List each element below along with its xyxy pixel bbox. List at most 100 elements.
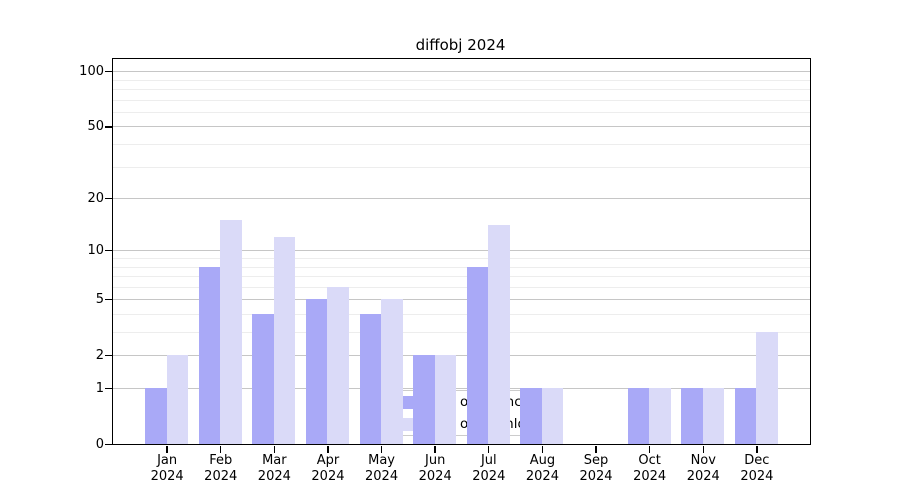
bar-downloads-mar (273, 236, 296, 444)
y-tick-5 (105, 299, 112, 301)
bar-distinct-ips-may (359, 314, 382, 444)
bar-downloads-apr (327, 286, 349, 444)
x-tick-nov (702, 446, 704, 453)
major-gridline-2 (113, 355, 810, 357)
x-tick-oct (648, 446, 651, 453)
minor-gridline-40 (113, 144, 810, 146)
bar-distinct-ips-nov (681, 388, 703, 444)
x-tick-label-apr: Apr 2024 (296, 453, 360, 485)
minor-gridline-70 (113, 99, 810, 101)
x-tick-month-oct: Oct (638, 452, 661, 468)
bar-downloads-may (381, 299, 403, 444)
minor-gridline-8 (113, 266, 810, 268)
y-tick-50 (105, 126, 112, 128)
minor-gridline-7 (113, 276, 810, 278)
bar-distinct-ips-oct (627, 388, 650, 444)
x-tick-month-jul: Jul (480, 452, 497, 468)
x-tick-year-apr: 2024 (311, 468, 345, 484)
bar-distinct-ips-apr (305, 299, 328, 444)
x-tick-mar (273, 446, 276, 453)
bar-downloads-dec (756, 332, 778, 444)
x-tick-month-aug: Aug (529, 452, 556, 468)
x-tick-year-oct: 2024 (633, 468, 667, 484)
minor-gridline-9 (113, 258, 810, 259)
minor-gridline-80 (113, 89, 810, 91)
y-tick-100 (105, 70, 112, 73)
x-tick-year-dec: 2024 (740, 468, 774, 484)
x-tick-label-sep: Sep 2024 (564, 453, 628, 485)
x-tick-year-feb: 2024 (204, 468, 238, 484)
y-tick-label-2: 2 (95, 348, 104, 364)
x-tick-month-sep: Sep (583, 452, 609, 468)
y-tick-1 (105, 387, 112, 390)
major-gridline-20 (113, 198, 810, 200)
major-gridline-100 (113, 71, 810, 73)
minor-gridline-60 (113, 111, 810, 113)
bar-downloads-nov (702, 388, 725, 444)
x-tick-label-oct: Oct 2024 (618, 453, 682, 485)
y-tick-label-0: 0 (95, 437, 104, 452)
x-tick-year-jan: 2024 (150, 468, 184, 484)
x-tick-label-mar: Mar 2024 (242, 453, 306, 485)
x-tick-label-jun: Jun 2024 (403, 453, 467, 485)
x-tick-sep (595, 446, 597, 453)
bar-distinct-ips-jun (413, 355, 435, 444)
major-gridline-50 (113, 126, 810, 128)
x-tick-jul (488, 446, 490, 453)
x-tick-may (380, 446, 383, 453)
major-gridline-10 (113, 250, 810, 252)
bar-distinct-ips-mar (252, 314, 274, 444)
x-tick-label-aug: Aug 2024 (510, 453, 574, 485)
x-tick-month-nov: Nov (690, 452, 716, 468)
y-tick-label-50: 50 (87, 119, 104, 135)
bar-downloads-jan (166, 355, 189, 444)
bar-distinct-ips-aug (520, 388, 542, 444)
major-gridline-5 (113, 299, 810, 301)
x-tick-label-feb: Feb 2024 (189, 453, 253, 485)
x-tick-month-apr: Apr (316, 452, 340, 468)
y-tick-label-100: 100 (79, 64, 104, 80)
x-tick-month-mar: Mar (262, 452, 287, 468)
y-tick-label-5: 5 (95, 292, 104, 308)
x-tick-year-aug: 2024 (525, 468, 559, 484)
bar-downloads-oct (649, 388, 671, 444)
x-tick-jun (434, 446, 436, 453)
bar-distinct-ips-jan (145, 388, 167, 444)
chart-title: diffobj 2024 (415, 36, 506, 54)
bar-downloads-jul (488, 225, 510, 444)
y-tick-20 (105, 197, 112, 200)
x-tick-year-jun: 2024 (418, 468, 452, 484)
x-tick-jan (166, 446, 168, 453)
bar-downloads-feb (220, 220, 242, 444)
x-tick-year-mar: 2024 (257, 468, 291, 484)
y-tick-label-10: 10 (87, 243, 104, 259)
minor-gridline-3 (113, 332, 810, 334)
y-tick-10 (105, 250, 112, 252)
x-tick-label-dec: Dec 2024 (725, 453, 789, 485)
y-tick-0 (105, 443, 112, 446)
minor-gridline-30 (113, 166, 810, 168)
x-tick-aug (541, 446, 544, 453)
y-tick-label-20: 20 (87, 191, 104, 207)
minor-gridline-90 (113, 79, 810, 81)
x-tick-month-jan: Jan (157, 452, 178, 468)
x-tick-label-jul: Jul 2024 (457, 453, 521, 485)
plot-area: Nb of distinct IPs Nb of downloads (112, 58, 811, 445)
bar-downloads-jun (434, 355, 457, 444)
y-tick-2 (105, 355, 112, 357)
bar-distinct-ips-dec (734, 388, 757, 444)
major-gridline-1 (113, 388, 810, 389)
x-tick-dec (756, 446, 758, 453)
x-tick-label-jan: Jan 2024 (135, 453, 199, 485)
bar-distinct-ips-feb (198, 266, 221, 444)
x-tick-year-sep: 2024 (579, 468, 613, 484)
x-tick-month-feb: Feb (209, 452, 233, 468)
x-tick-label-nov: Nov 2024 (671, 453, 735, 485)
minor-gridline-6 (113, 286, 810, 288)
x-tick-year-may: 2024 (365, 468, 399, 484)
x-tick-month-dec: Dec (744, 452, 770, 468)
x-tick-feb (220, 446, 222, 453)
x-tick-year-nov: 2024 (686, 468, 720, 484)
x-tick-label-may: May 2024 (350, 453, 414, 485)
